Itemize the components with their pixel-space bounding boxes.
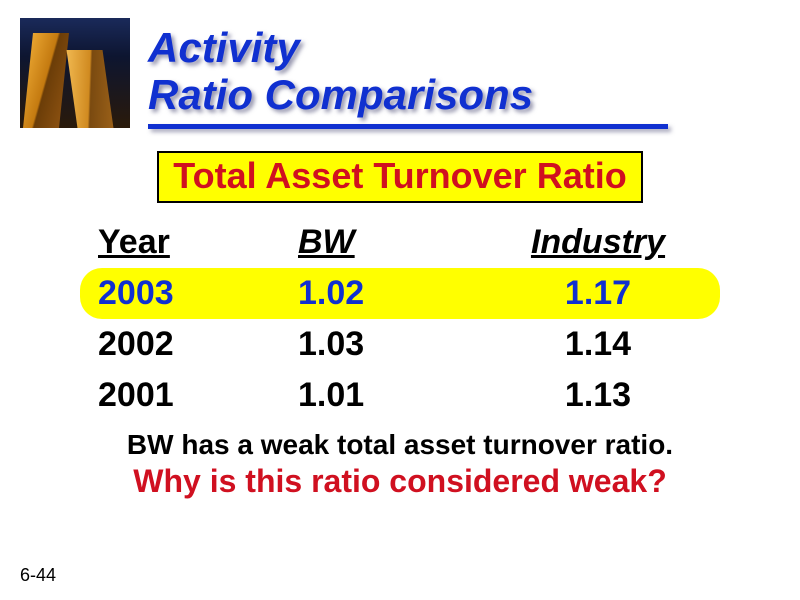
subtitle: Total Asset Turnover Ratio (157, 151, 642, 203)
caption-2: Why is this ratio considered weak? (0, 463, 800, 500)
cell-year: 2002 (98, 325, 298, 364)
cell-bw: 1.02 (298, 274, 498, 313)
title-underline (148, 124, 668, 129)
page-number: 6-44 (20, 565, 56, 586)
caption-1: BW has a weak total asset turnover ratio… (0, 429, 800, 461)
table-row: 2002 1.03 1.14 (80, 319, 720, 370)
table-header: Year BW Industry (80, 217, 720, 268)
data-table: Year BW Industry 2003 1.02 1.17 2002 1.0… (80, 217, 720, 421)
table-row: 2003 1.02 1.17 (80, 268, 720, 319)
cell-industry: 1.13 (498, 376, 698, 415)
cell-bw: 1.03 (298, 325, 498, 364)
cell-industry: 1.14 (498, 325, 698, 364)
table-row: 2001 1.01 1.13 (80, 370, 720, 421)
col-header-industry: Industry (498, 223, 698, 262)
title-line-1: Activity (148, 24, 668, 71)
title-line-2: Ratio Comparisons (148, 71, 668, 118)
col-header-year: Year (98, 223, 298, 262)
cell-industry: 1.17 (498, 274, 698, 313)
cell-year: 2003 (98, 274, 298, 313)
title-block: Activity Ratio Comparisons (148, 18, 668, 129)
cell-year: 2001 (98, 376, 298, 415)
cell-bw: 1.01 (298, 376, 498, 415)
col-header-bw: BW (298, 223, 498, 262)
slide-header: Activity Ratio Comparisons (0, 0, 800, 129)
decorative-image (20, 18, 130, 128)
subtitle-wrap: Total Asset Turnover Ratio (0, 151, 800, 203)
